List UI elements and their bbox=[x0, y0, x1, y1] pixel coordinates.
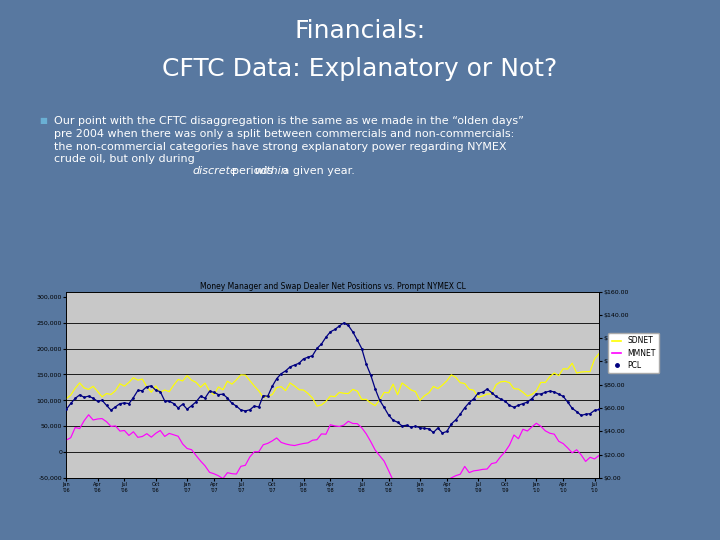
Text: within: within bbox=[254, 166, 288, 176]
Title: Money Manager and Swap Dealer Net Positions vs. Prompt NYMEX CL: Money Manager and Swap Dealer Net Positi… bbox=[199, 282, 466, 291]
Text: Financials:: Financials: bbox=[294, 19, 426, 43]
Text: discrete: discrete bbox=[192, 166, 237, 176]
Text: CFTC Data: Explanatory or Not?: CFTC Data: Explanatory or Not? bbox=[163, 57, 557, 80]
Text: Our point with the CFTC disaggregation is the same as we made in the “olden days: Our point with the CFTC disaggregation i… bbox=[54, 116, 524, 165]
Text: a given year.: a given year. bbox=[279, 166, 354, 176]
Text: ■: ■ bbox=[40, 116, 48, 125]
Text: periods: periods bbox=[232, 166, 280, 176]
Legend: SDNET, MMNET, PCL: SDNET, MMNET, PCL bbox=[608, 333, 660, 374]
